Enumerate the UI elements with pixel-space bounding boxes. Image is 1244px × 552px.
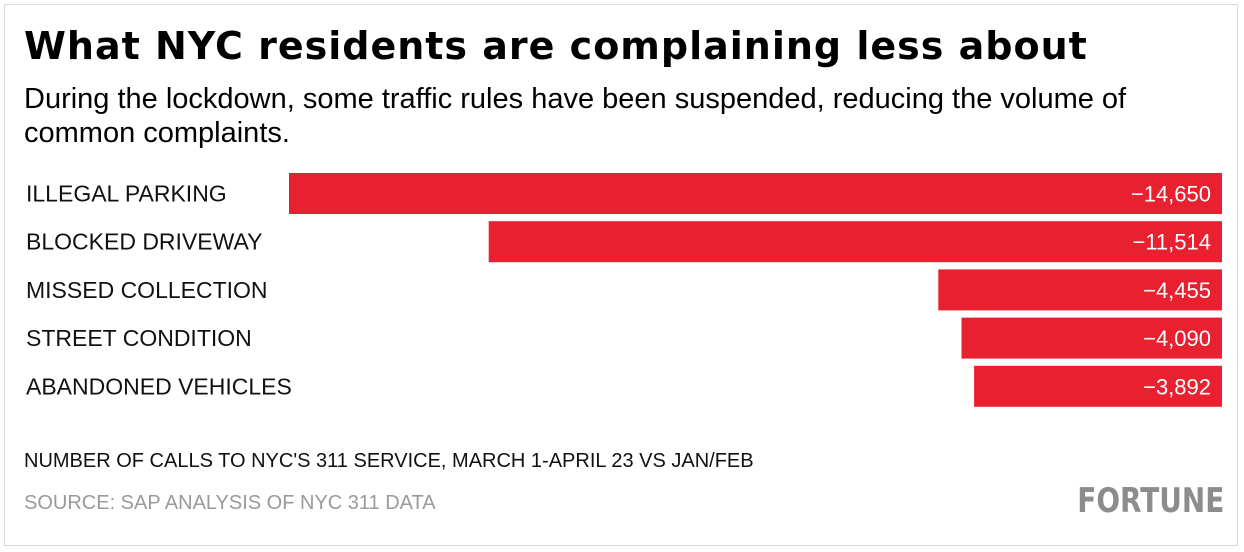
category-label: STREET CONDITION <box>26 325 252 351</box>
category-label: ABANDONED VEHICLES <box>26 373 292 399</box>
chart-subtitle: During the lockdown, some traffic rules … <box>24 83 1127 149</box>
fortune-logo: FORTUNE <box>1077 481 1224 521</box>
data-label: −4,090 <box>1143 326 1211 351</box>
category-label: BLOCKED DRIVEWAY <box>26 229 262 255</box>
bar <box>961 317 1222 359</box>
data-label: −14,650 <box>1131 182 1211 207</box>
source-note: SOURCE: SAP ANALYSIS OF NYC 311 DATA <box>24 492 436 514</box>
category-label: ILLEGAL PARKING <box>26 181 227 207</box>
bar <box>974 365 1222 407</box>
category-label: MISSED COLLECTION <box>26 277 268 303</box>
chart-title: What NYC residents are complaining less … <box>24 24 1088 68</box>
bar <box>488 221 1222 263</box>
bar <box>289 173 1222 214</box>
data-label: −4,455 <box>1143 278 1211 303</box>
data-label: −11,514 <box>1132 230 1211 255</box>
chart-note: NUMBER OF CALLS TO NYC'S 311 SERVICE, MA… <box>24 450 754 472</box>
bar <box>938 269 1222 311</box>
data-label: −3,892 <box>1143 374 1211 399</box>
